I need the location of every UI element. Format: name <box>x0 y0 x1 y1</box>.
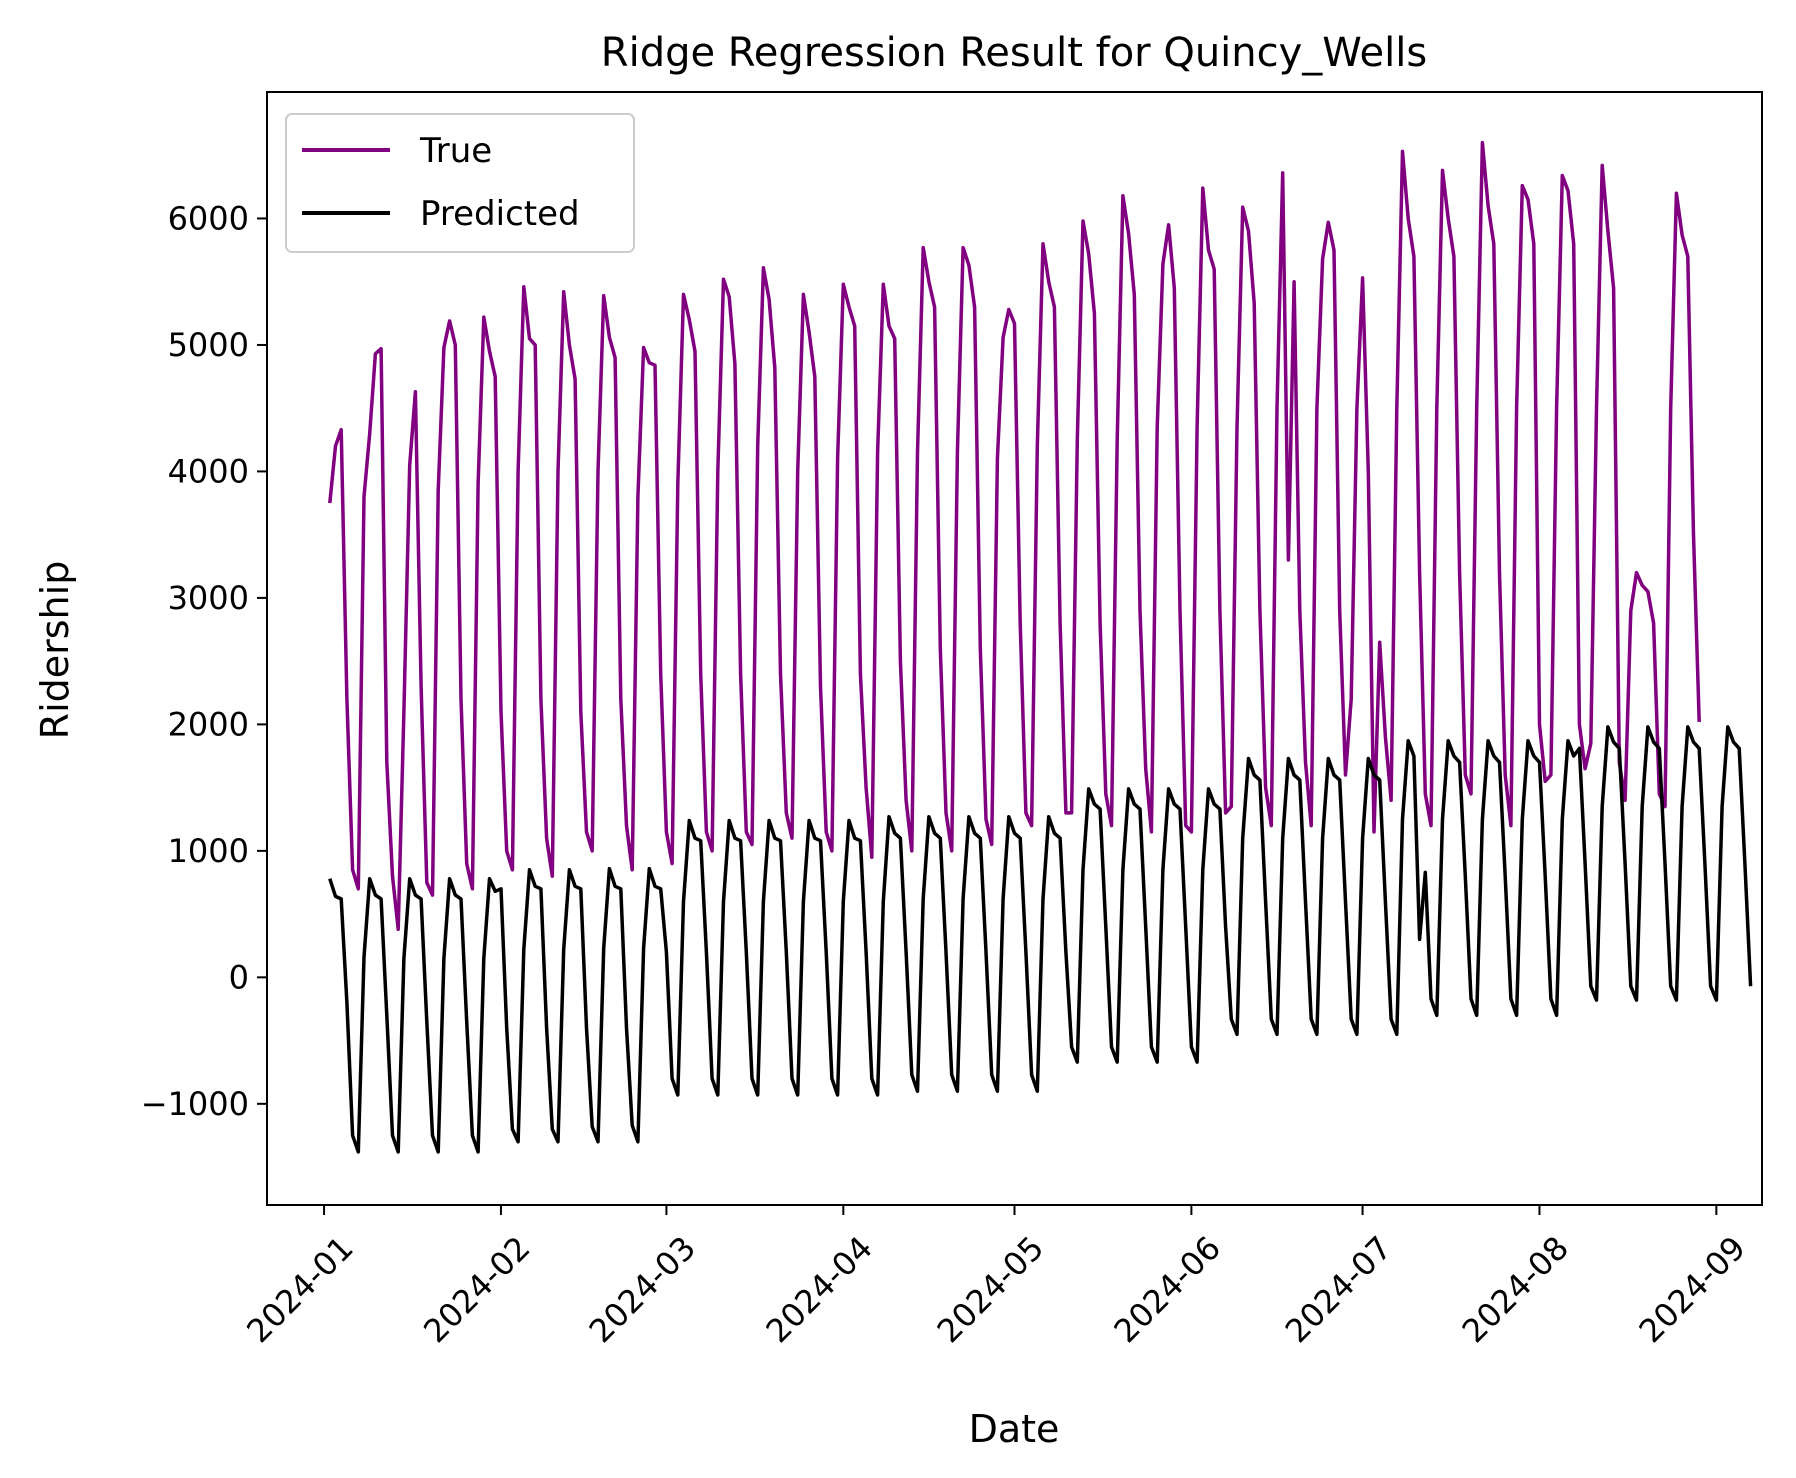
y-tick-label: 5000 <box>168 326 249 364</box>
y-tick-label: 3000 <box>168 579 249 617</box>
series-line-true <box>328 140 1701 932</box>
y-tick-label: 1000 <box>168 832 249 870</box>
series-line-predicted <box>328 725 1753 1154</box>
y-tick-label: 2000 <box>168 705 249 743</box>
y-tick-label: 6000 <box>168 199 249 237</box>
x-axis-label: Date <box>969 1407 1060 1451</box>
y-tick-label: 0 <box>229 958 249 996</box>
legend-label-predicted: Predicted <box>420 194 580 234</box>
y-axis: −1000 0 1000 2000 3000 4000 5000 6000 <box>141 199 267 1123</box>
chart-title: Ridge Regression Result for Quincy_Wells <box>601 30 1427 76</box>
y-tick-label: 4000 <box>168 452 249 490</box>
y-tick-label: −1000 <box>141 1085 249 1123</box>
plot-lines <box>328 140 1753 1154</box>
y-axis-label: Ridership <box>33 561 77 740</box>
legend: True Predicted <box>285 113 635 253</box>
legend-label-true: True <box>419 131 492 171</box>
